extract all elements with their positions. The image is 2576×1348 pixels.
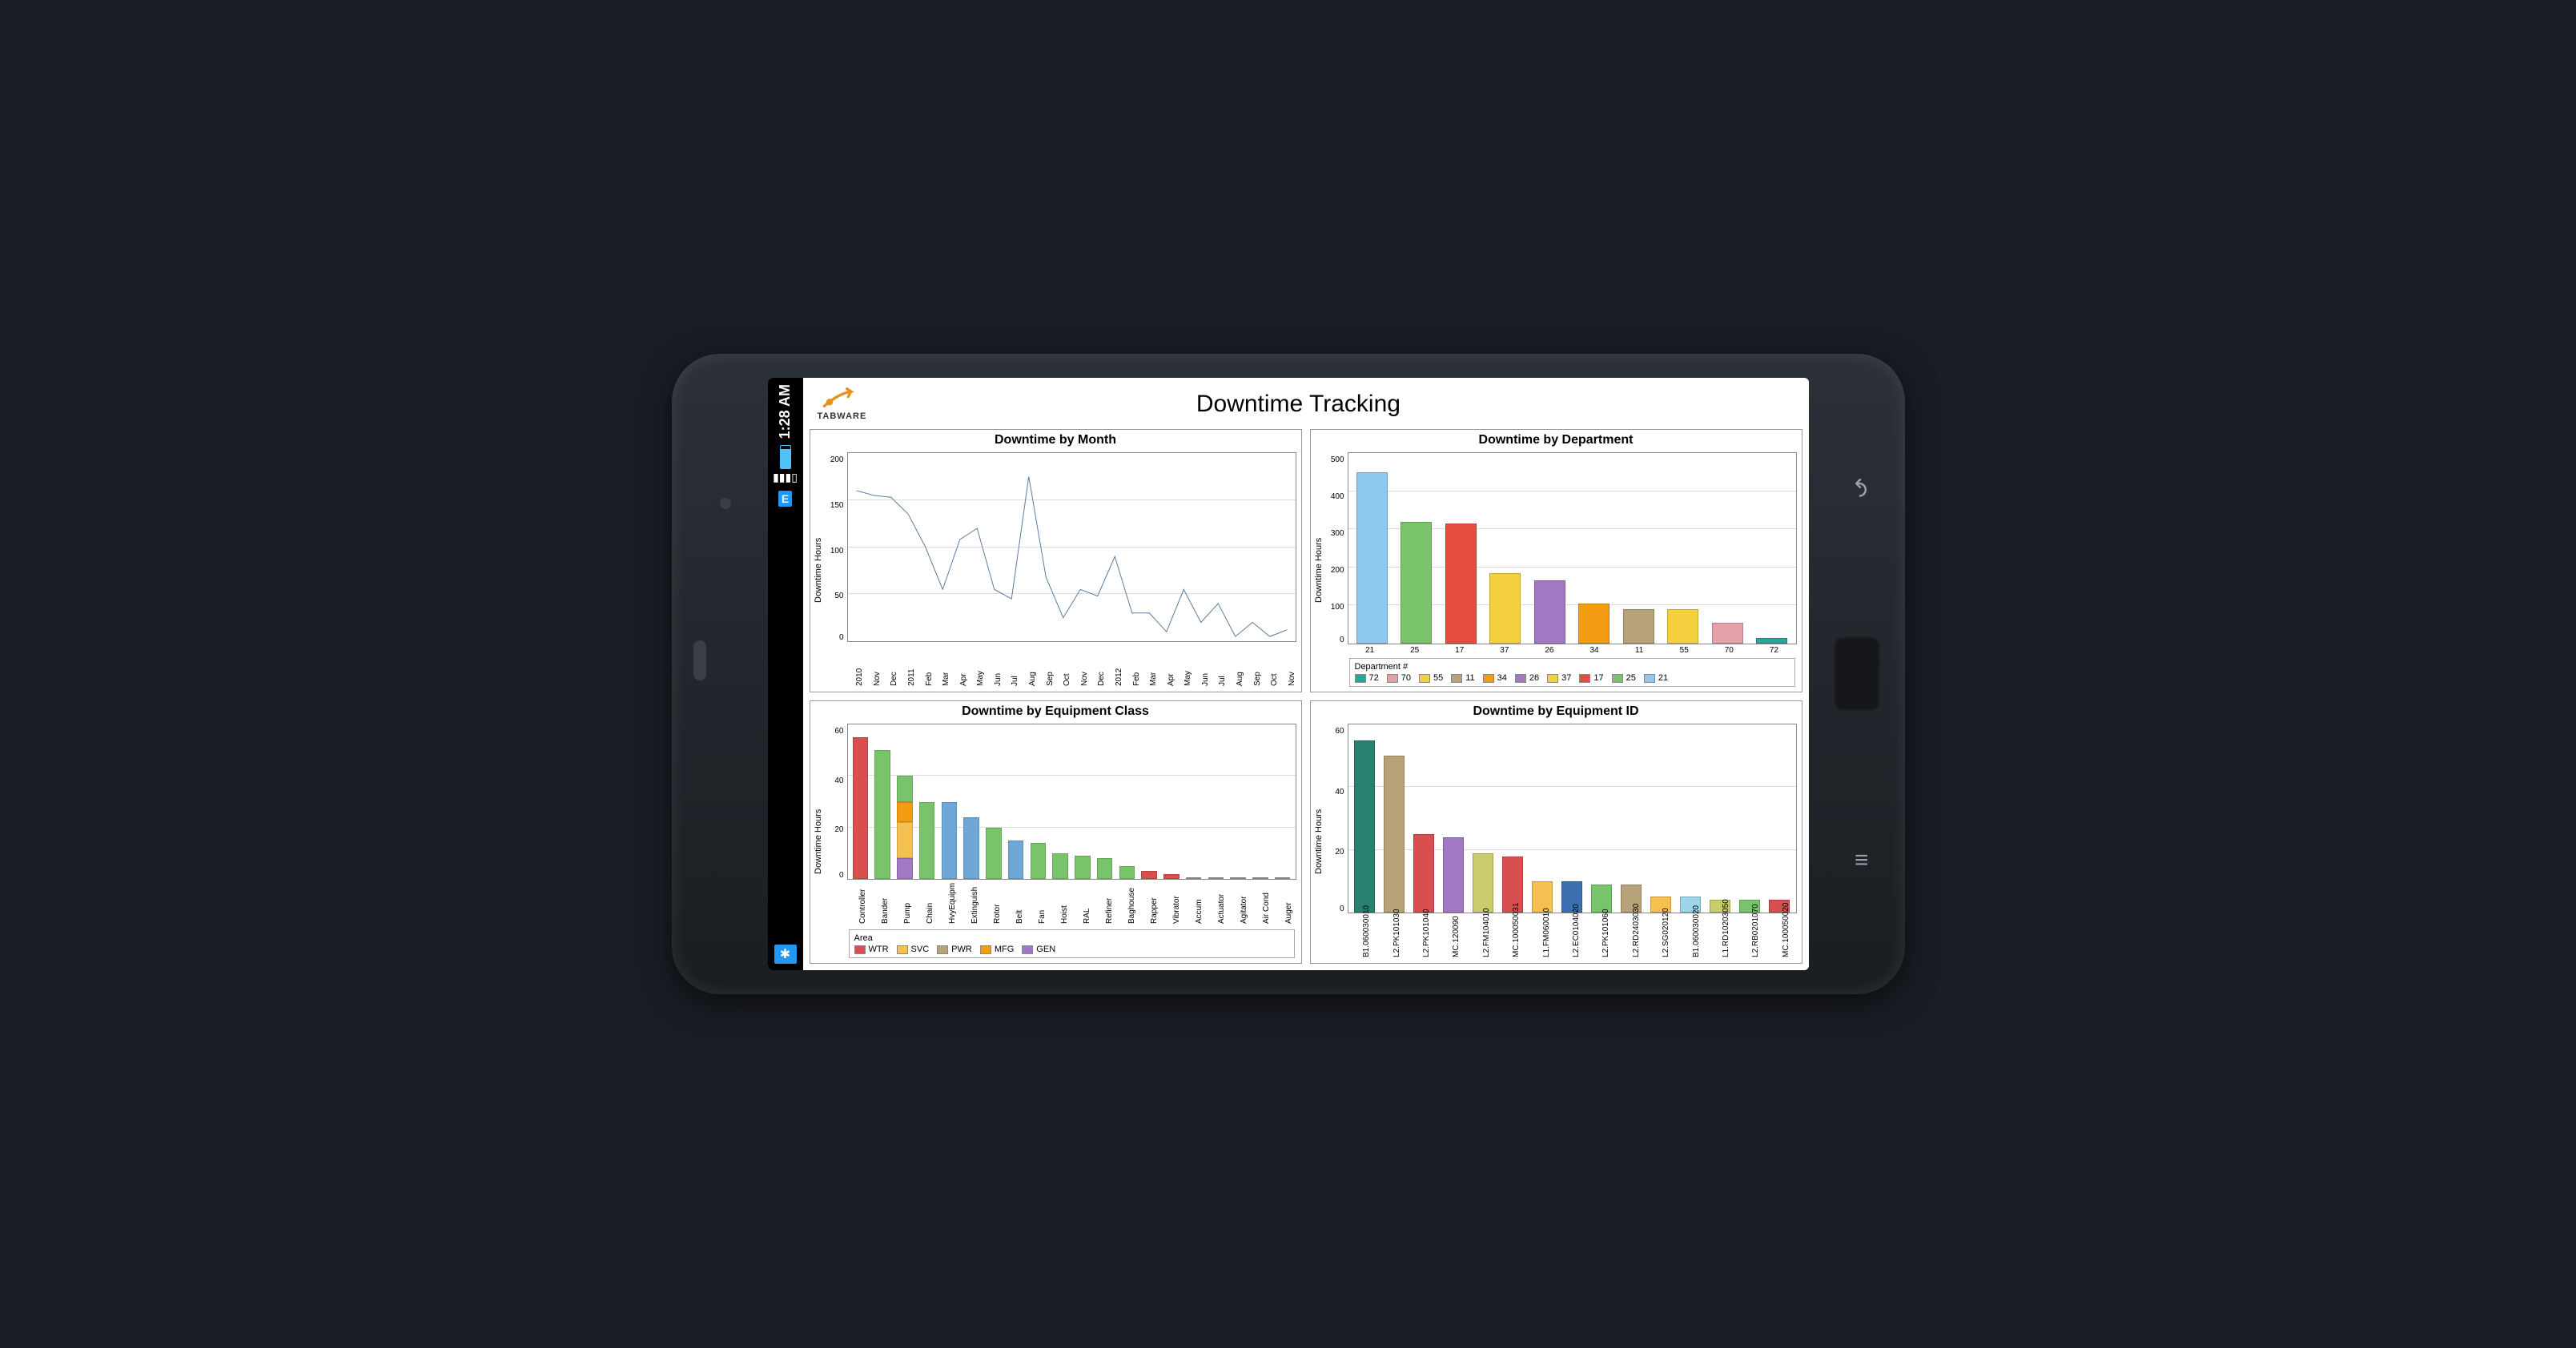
- screen: 1:28 AM ▮▮▮▯ E ✱ TABWARE Downtime Tracki…: [768, 378, 1809, 970]
- plot-dept[interactable]: [1348, 452, 1797, 644]
- xticks-dept: 21251737263411557072: [1325, 644, 1797, 655]
- back-button-icon[interactable]: ↶: [1844, 478, 1872, 498]
- legend-equipclass: Area WTRSVCPWRMFGGEN: [849, 929, 1295, 958]
- phone-frame: SAMSUNG ↶ ≡ 1:28 AM ▮▮▮▯ E ✱ TABWARE: [672, 354, 1905, 994]
- bluetooth-icon: ✱: [774, 945, 797, 964]
- panel-title-equipid: Downtime by Equipment ID: [1311, 701, 1802, 722]
- xticks-equipclass: ControllerBanderPumpChainHvyEquipmExting…: [825, 880, 1296, 926]
- ylabel-month: Downtime Hours: [812, 452, 825, 688]
- xticks-equipid: B1.060030010L2.PK101030L2.PK101040MC.120…: [1325, 913, 1797, 960]
- yticks-month: 050100150200: [825, 452, 847, 642]
- legend-dept: Department # 72705511342637172521: [1349, 658, 1795, 687]
- status-time: 1:28 AM: [777, 384, 794, 439]
- ylabel-dept: Downtime Hours: [1312, 452, 1325, 688]
- panel-department: Downtime by Department Downtime Hours 01…: [1310, 429, 1802, 692]
- dashboard-content: TABWARE Downtime Tracking Downtime by Mo…: [803, 378, 1809, 970]
- panel-title-equipclass: Downtime by Equipment Class: [810, 701, 1301, 722]
- app-logo: TABWARE: [818, 387, 867, 421]
- chart-grid: Downtime by Month Downtime Hours 0501001…: [810, 429, 1802, 964]
- panel-month: Downtime by Month Downtime Hours 0501001…: [810, 429, 1302, 692]
- status-bar: 1:28 AM ▮▮▮▯ E ✱: [768, 378, 803, 970]
- ylabel-equipid: Downtime Hours: [1312, 724, 1325, 960]
- yticks-equipid: 0204060: [1325, 724, 1348, 913]
- xticks-month: 2010NovDec2011FebMarAprMayJunJulAugSepOc…: [825, 642, 1296, 688]
- plot-equipid[interactable]: [1348, 724, 1797, 913]
- home-button[interactable]: [1833, 636, 1881, 712]
- menu-button-icon[interactable]: ≡: [1855, 847, 1869, 874]
- network-indicator: E: [778, 491, 792, 507]
- yticks-dept: 0100200300400500: [1325, 452, 1348, 644]
- panel-equipclass: Downtime by Equipment Class Downtime Hou…: [810, 700, 1302, 964]
- battery-icon: [780, 445, 791, 469]
- plot-equipclass[interactable]: [847, 724, 1296, 880]
- ylabel-equipclass: Downtime Hours: [812, 724, 825, 960]
- signal-icon: ▮▮▮▯: [773, 471, 798, 484]
- panel-title-month: Downtime by Month: [810, 430, 1301, 451]
- header: TABWARE Downtime Tracking: [810, 384, 1802, 429]
- phone-sensor: [720, 498, 731, 509]
- panel-equipid: Downtime by Equipment ID Downtime Hours …: [1310, 700, 1802, 964]
- plot-month[interactable]: [847, 452, 1296, 642]
- yticks-equipclass: 0204060: [825, 724, 847, 880]
- panel-title-dept: Downtime by Department: [1311, 430, 1802, 451]
- app-brand-text: TABWARE: [818, 411, 867, 421]
- phone-speaker: [693, 640, 706, 680]
- page-title: Downtime Tracking: [866, 391, 1730, 418]
